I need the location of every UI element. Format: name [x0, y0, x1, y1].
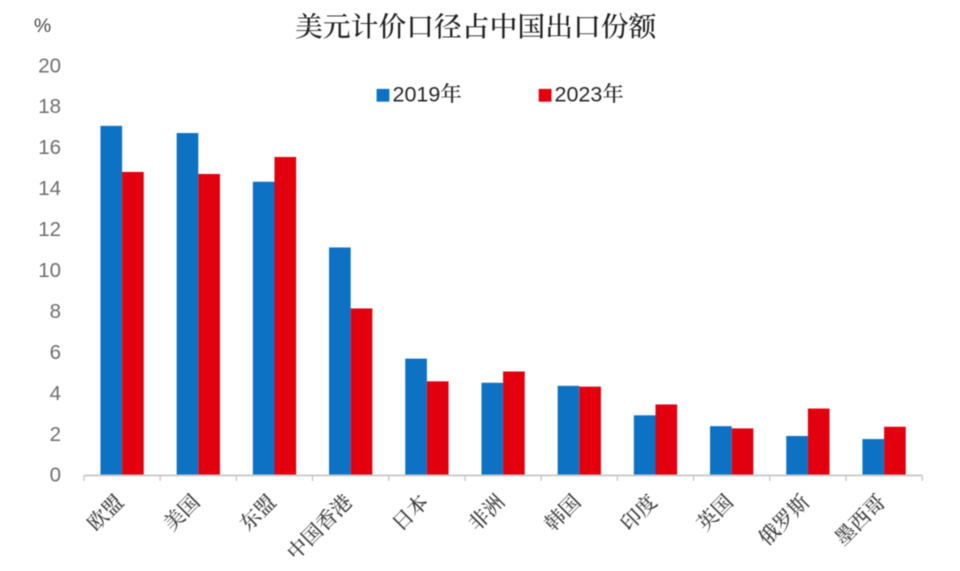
svg-text:%: %	[34, 15, 51, 37]
svg-text:14: 14	[38, 177, 61, 200]
svg-text:2019: 2019	[393, 82, 441, 106]
svg-text:12: 12	[38, 218, 61, 241]
svg-text:4: 4	[50, 382, 61, 405]
svg-text:0: 0	[50, 464, 61, 487]
svg-text:20: 20	[38, 54, 61, 77]
svg-text:16: 16	[38, 136, 61, 159]
svg-text:2023: 2023	[555, 82, 603, 106]
svg-text:18: 18	[38, 95, 61, 118]
svg-text:10: 10	[38, 259, 61, 282]
svg-text:8: 8	[50, 300, 61, 323]
svg-text:6: 6	[50, 341, 61, 364]
svg-text:2: 2	[50, 423, 61, 446]
